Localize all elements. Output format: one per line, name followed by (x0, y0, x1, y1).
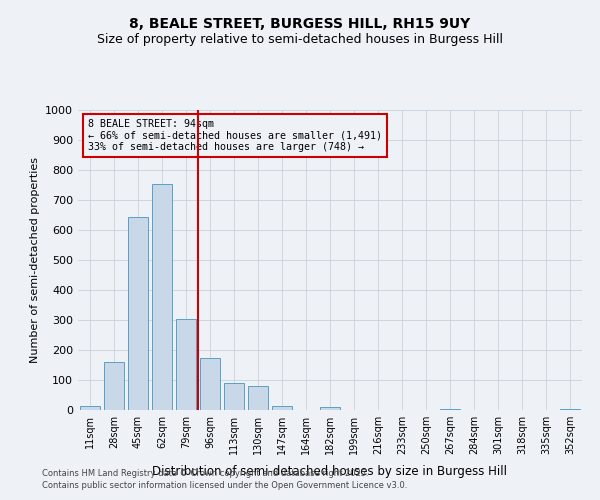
Bar (248, 386, 268, 410)
Bar (128, 216, 148, 410)
Bar (272, 406, 292, 410)
Text: Contains public sector information licensed under the Open Government Licence v3: Contains public sector information licen… (42, 481, 407, 490)
Text: Size of property relative to semi-detached houses in Burgess Hill: Size of property relative to semi-detach… (97, 32, 503, 46)
Bar (320, 407, 340, 410)
Bar (224, 383, 244, 410)
X-axis label: Distribution of semi-detached houses by size in Burgess Hill: Distribution of semi-detached houses by … (152, 466, 508, 478)
Bar (152, 184, 172, 410)
Bar (560, 408, 580, 410)
Bar (200, 358, 220, 410)
Bar (176, 318, 196, 410)
Text: Contains HM Land Registry data © Crown copyright and database right 2025.: Contains HM Land Registry data © Crown c… (42, 468, 368, 477)
Text: 8 BEALE STREET: 94sqm
← 66% of semi-detached houses are smaller (1,491)
33% of s: 8 BEALE STREET: 94sqm ← 66% of semi-deta… (88, 119, 382, 152)
Text: 8, BEALE STREET, BURGESS HILL, RH15 9UY: 8, BEALE STREET, BURGESS HILL, RH15 9UY (130, 18, 470, 32)
Y-axis label: Number of semi-detached properties: Number of semi-detached properties (29, 157, 40, 363)
Bar (80, 406, 100, 410)
Bar (440, 408, 460, 410)
Bar (104, 362, 124, 410)
